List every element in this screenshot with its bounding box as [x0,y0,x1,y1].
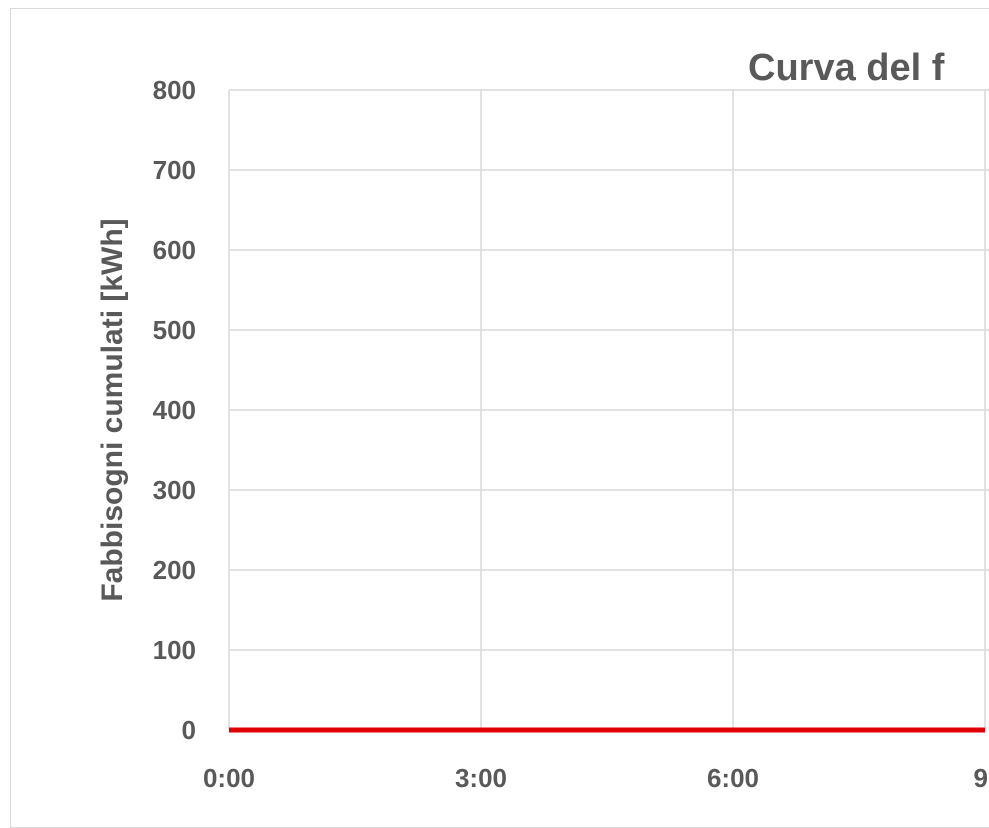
y-tick-label: 700 [153,155,196,185]
y-tick-label: 0 [182,715,196,745]
y-tick-label: 100 [153,635,196,665]
y-tick-labels: 0 100 200 300 400 500 600 700 800 [153,75,196,745]
x-tick-label: 6:00 [707,763,759,793]
y-tick-label: 500 [153,315,196,345]
y-tick-label: 300 [153,475,196,505]
x-tick-label: 0:00 [203,763,255,793]
x-tick-label: 9: [973,763,989,793]
x-tick-labels: 0:00 3:00 6:00 9: [203,763,989,793]
y-tick-label: 600 [153,235,196,265]
y-tick-label: 400 [153,395,196,425]
chart-canvas: 0 100 200 300 400 500 600 700 800 0:00 3:00 6:00 9:… [96,47,989,793]
gridlines [228,89,989,730]
x-tick-label: 3:00 [455,763,507,793]
chart-title: Curva del f [748,47,945,89]
y-tick-label: 800 [153,75,196,105]
y-axis-label: Fabbisogni cumulati [kWh] [96,218,129,601]
y-tick-label: 200 [153,555,196,585]
